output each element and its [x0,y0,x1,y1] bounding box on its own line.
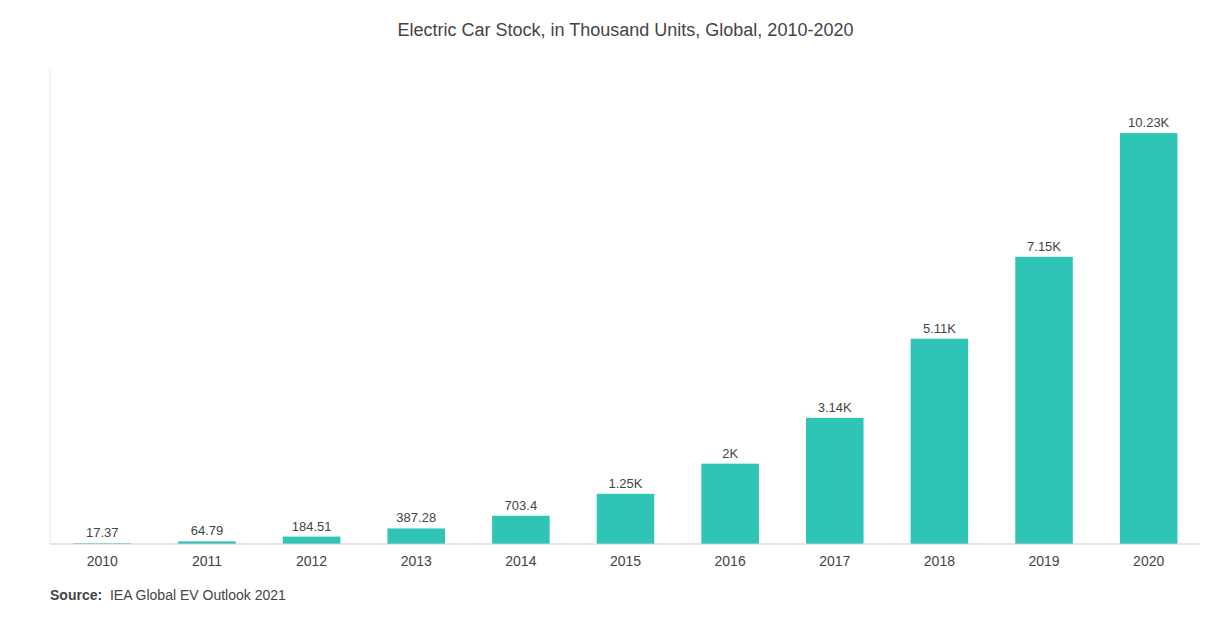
source: Source: IEA Global EV Outlook 2021 [50,587,286,603]
x-tick-label: 2017 [819,553,850,569]
data-label: 184.51 [292,519,332,534]
y-axis-line [50,70,51,544]
data-label: 7.15K [1027,239,1061,254]
x-tick-label: 2016 [715,553,746,569]
annotation: IEA Global EV Outlook 2021 [102,587,286,603]
bar [492,516,550,544]
x-tick-label: 2019 [1028,553,1059,569]
bar [701,464,759,544]
x-tick-label: 2015 [610,553,641,569]
bar [1120,133,1178,544]
title: Electric Car Stock, in Thousand Units, G… [398,20,854,40]
x-tick-label: 2020 [1133,553,1164,569]
x-tick-label: 2013 [401,553,432,569]
data-label: 387.28 [396,510,436,525]
x-tick-label: 2010 [87,553,118,569]
data-label: 64.79 [191,523,224,538]
x-tick-label: 2018 [924,553,955,569]
bar [1015,257,1073,544]
bar [911,339,969,544]
data-label: 2K [722,446,738,461]
data-label: 17.37 [86,525,119,540]
data-label: 10.23K [1128,115,1170,130]
x-tick-label: 2014 [505,553,536,569]
x-axis-line [50,544,1201,545]
bar [387,528,445,544]
bar [283,537,341,544]
bars [74,133,1178,544]
data-label: 5.11K [923,321,956,336]
x-tick-label: 2011 [192,553,222,569]
data-label: 1.25K [609,476,643,491]
data-label: 703.4 [505,498,538,513]
chart: Electric Car Stock, in Thousand Units, G… [0,0,1231,624]
bar [597,494,655,544]
annotation: Source: [50,587,102,603]
bar [806,418,864,544]
data-label: 3.14K [818,400,852,415]
x-tick-label: 2012 [296,553,327,569]
